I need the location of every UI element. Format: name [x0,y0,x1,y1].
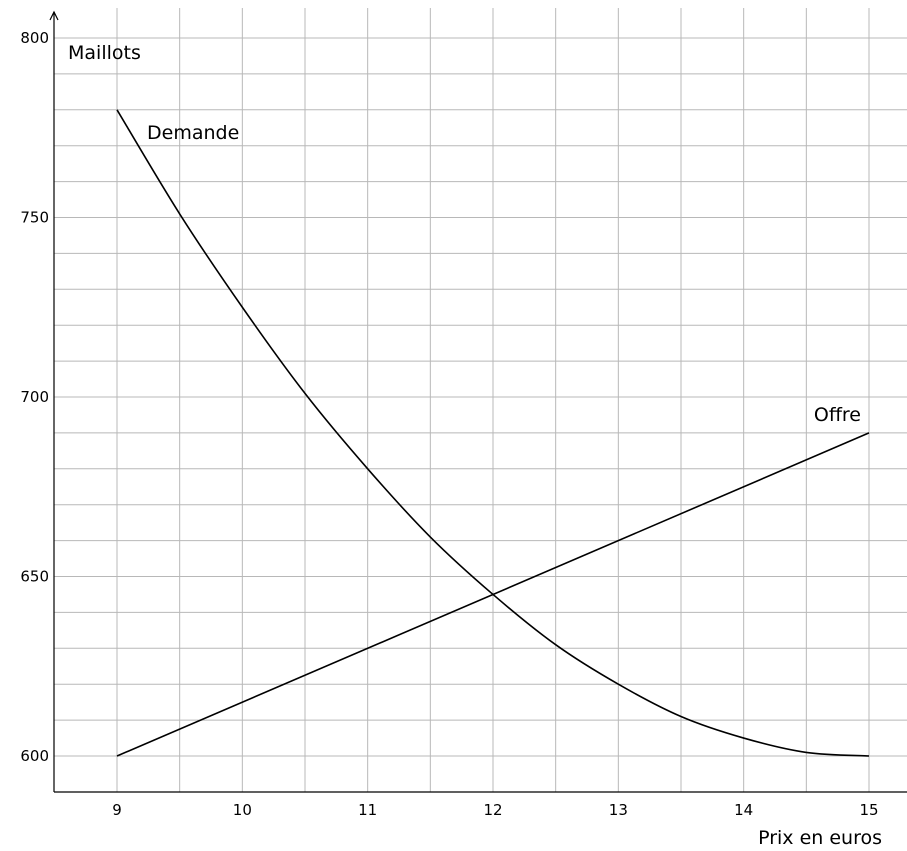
y-tick-label: 600 [20,747,49,765]
tick-labels: 9 10 11 12 13 14 15 600 650 700 750 800 [20,29,878,819]
y-axis-title: Maillots [68,42,141,64]
y-tick-label: 750 [20,209,49,227]
series-line-demande [116,109,870,757]
series-line-offre [116,432,870,757]
x-tick-label: 14 [734,801,753,819]
y-tick-label: 800 [20,29,49,47]
x-tick-label: 15 [859,801,878,819]
y-tick-label: 650 [20,568,49,586]
x-tick-label: 9 [112,801,122,819]
x-tick-label: 10 [233,801,252,819]
x-tick-label: 13 [609,801,628,819]
x-tick-label: 12 [483,801,502,819]
y-tick-label: 700 [20,388,49,406]
x-tick-label: 11 [358,801,377,819]
series-label-offre: Offre [814,404,861,426]
series: Demande Offre [116,109,870,757]
axes [49,10,907,793]
series-label-demande: Demande [147,122,239,144]
grid [54,8,907,792]
y-axis-arrow-icon [49,10,59,21]
x-axis-title: Prix en euros [758,827,882,849]
